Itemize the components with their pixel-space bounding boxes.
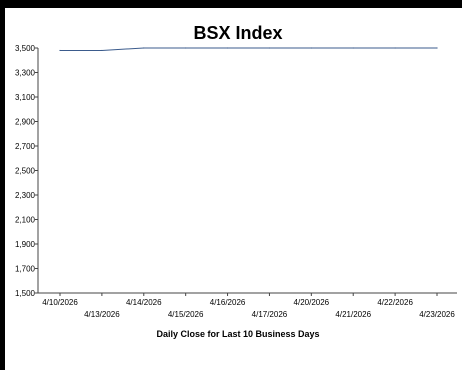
line-chart: BSX Index 3,500 3,300 3,100 2,900 2,700 2,500… [15, 23, 457, 339]
x-tick-label: 4/21/2026 [335, 310, 371, 319]
data-point [185, 47, 187, 49]
data-point [143, 47, 145, 49]
x-tick-label: 4/10/2026 [42, 298, 78, 307]
x-tick-label: 4/16/2026 [210, 298, 246, 307]
data-point [310, 47, 312, 49]
data-point [59, 49, 61, 52]
x-tick-label: 4/15/2026 [168, 310, 204, 319]
y-tick-label: 2,100 [15, 216, 36, 225]
x-axis-label: Daily Close for Last 10 Business Days [156, 329, 319, 339]
data-point [352, 47, 354, 49]
x-tick-label: 4/22/2026 [377, 298, 413, 307]
y-tick-label: 1,700 [15, 265, 36, 274]
x-tick-label: 4/14/2026 [126, 298, 162, 307]
data-point [268, 47, 271, 49]
y-tick-label: 2,700 [15, 142, 36, 151]
y-tick-label: 3,500 [15, 44, 36, 53]
y-tick-label: 2,300 [15, 191, 36, 200]
y-tick-label: 1,900 [15, 240, 36, 249]
y-tick-label: 2,500 [15, 167, 36, 176]
series-line [60, 47, 437, 51]
y-tick-label: 3,300 [15, 69, 36, 78]
x-tick-label: 4/17/2026 [252, 310, 288, 319]
y-tick-label: 2,900 [15, 118, 36, 127]
x-tick-label: 4/13/2026 [84, 310, 120, 319]
data-point [226, 47, 229, 49]
x-tick-label: 4/23/2026 [419, 310, 455, 319]
y-tick-label: 3,100 [15, 93, 36, 102]
y-tick-label: 1,500 [15, 289, 36, 298]
x-tick-label: 4/20/2026 [294, 298, 330, 307]
data-point [436, 47, 438, 49]
data-point [101, 49, 103, 52]
chart-frame: BSX Index 3,500 3,300 3,100 2,900 2,700 2,500… [5, 8, 462, 370]
data-point [394, 47, 396, 49]
chart-title: BSX Index [193, 23, 282, 43]
